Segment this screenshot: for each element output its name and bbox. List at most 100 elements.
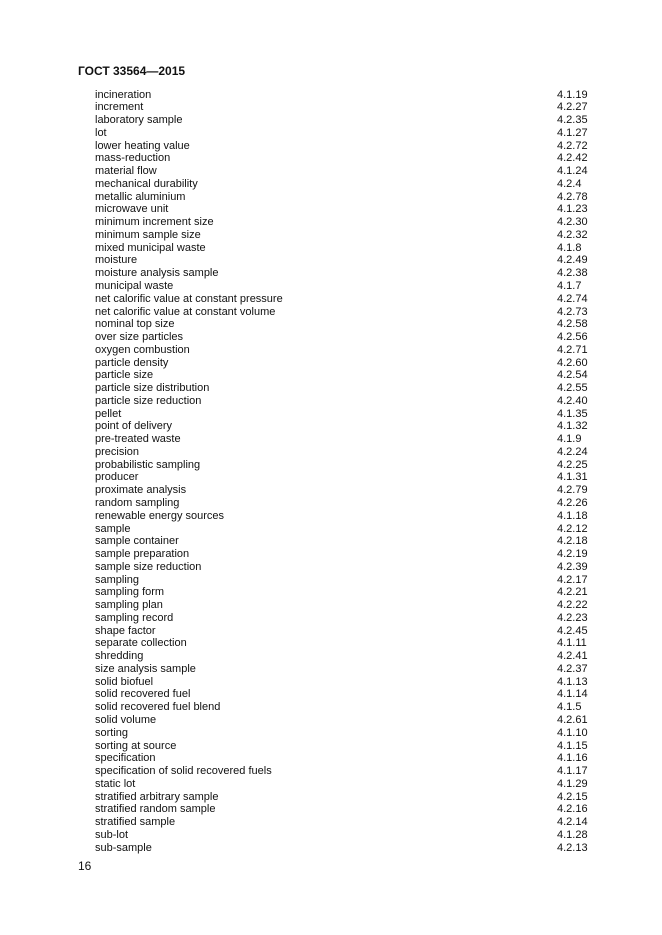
entry-reference: 4.2.73 [557, 305, 588, 318]
entry-reference: 4.2.19 [557, 548, 588, 561]
entry-term: pellet [95, 407, 122, 420]
index-entry: municipal waste 4.1.7 [95, 280, 615, 293]
index-entry: moisture analysis sample 4.2.38 [95, 267, 615, 280]
entry-term: moisture [95, 254, 138, 267]
entry-reference: 4.2.35 [557, 114, 588, 127]
index-entry: mechanical durability 4.2.4 [95, 178, 615, 191]
entry-reference: 4.2.39 [557, 560, 588, 573]
entry-term: moisture analysis sample [95, 267, 219, 280]
index-entry: increment 4.2.27 [95, 101, 615, 114]
entry-reference: 4.1.28 [557, 828, 588, 841]
index-entry: sorting 4.1.10 [95, 727, 615, 740]
entry-term: nominal top size [95, 318, 175, 331]
entry-reference: 4.2.32 [557, 228, 588, 241]
entry-term: particle size [95, 369, 154, 382]
entry-reference: 4.2.21 [557, 586, 588, 599]
index-entry: stratified random sample 4.2.16 [95, 803, 615, 816]
entry-term: increment [95, 101, 144, 114]
entry-reference: 4.2.38 [557, 267, 588, 280]
entry-reference: 4.1.31 [557, 471, 588, 484]
index-entry: net calorific value at constant pressure… [95, 293, 615, 306]
entry-term: minimum sample size [95, 228, 201, 241]
entry-reference: 4.2.42 [557, 152, 588, 165]
entry-reference: 4.2.26 [557, 497, 588, 509]
entry-term: particle size reduction [95, 394, 202, 407]
index-entry: sample size reduction 4.2.39 [95, 561, 615, 574]
entry-term: sampling form [95, 586, 165, 599]
entry-reference: 4.2.58 [557, 318, 588, 331]
entry-term: sample preparation [95, 548, 190, 561]
entry-term: mass-reduction [95, 152, 171, 165]
entry-term: sampling [95, 573, 140, 586]
entry-term: metallic aluminium [95, 190, 186, 203]
entry-term: incineration [95, 88, 152, 101]
entry-term: renewable energy sources [95, 509, 225, 522]
entry-reference: 4.2.17 [557, 573, 588, 586]
entry-term: stratified sample [95, 816, 176, 829]
index-entry: minimum increment size 4.2.30 [95, 216, 615, 229]
entry-reference: 4.2.4 [557, 177, 582, 190]
index-entry: point of delivery 4.1.32 [95, 420, 615, 433]
entry-term: size analysis sample [95, 662, 196, 675]
index-entry: size analysis sample 4.2.37 [95, 663, 615, 676]
entry-term: static lot [95, 777, 136, 790]
entry-reference: 4.1.5 [557, 701, 582, 714]
entry-term: material flow [95, 165, 157, 178]
entry-term: solid recovered fuel [95, 688, 191, 701]
entry-reference: 4.2.22 [557, 599, 588, 612]
entry-reference: 4.2.15 [557, 790, 588, 803]
entry-term: solid biofuel [95, 675, 154, 688]
entry-reference: 4.2.41 [557, 650, 588, 663]
entry-reference: 4.1.19 [557, 88, 588, 101]
index-entry: sample container 4.2.18 [95, 535, 615, 548]
entry-term: sample container [95, 535, 179, 548]
entry-term: sample size reduction [95, 560, 202, 573]
index-entry: net calorific value at constant volume 4.… [95, 306, 615, 319]
document-header: ГОСТ 33564—2015 [78, 64, 186, 78]
index-entry: pre-treated waste 4.1.9 [95, 433, 615, 446]
index-entry: solid volume 4.2.61 [95, 714, 615, 727]
index-entry: particle density 4.2.60 [95, 357, 615, 370]
entry-reference: 4.1.15 [557, 739, 588, 752]
entry-term: microwave unit [95, 203, 169, 216]
index-entry: static lot 4.1.29 [95, 778, 615, 791]
index-entry: sub-sample 4.2.13 [95, 842, 615, 855]
index-entry: stratified sample 4.2.14 [95, 816, 615, 829]
entry-term: stratified random sample [95, 803, 216, 816]
entry-reference: 4.2.72 [557, 139, 588, 152]
entry-reference: 4.2.71 [557, 343, 588, 356]
index-entry: moisture 4.2.49 [95, 254, 615, 267]
entry-reference: 4.2.14 [557, 816, 588, 829]
index-entry: particle size distribution 4.2.55 [95, 382, 615, 395]
entry-term: sub-lot [95, 828, 129, 841]
entry-term: specification [95, 752, 156, 765]
entry-term: sorting at source [95, 739, 177, 752]
index-entry: metallic aluminium 4.2.78 [95, 191, 615, 204]
index-entry: mixed municipal waste 4.1.8 [95, 242, 615, 255]
entry-term: particle size distribution [95, 382, 210, 395]
index-entry: shape factor 4.2.45 [95, 625, 615, 638]
entry-term: producer [95, 471, 139, 484]
entry-reference: 4.2.30 [557, 216, 588, 229]
index-entry: sample 4.2.12 [95, 523, 615, 536]
entry-term: particle density [95, 356, 169, 369]
entry-reference: 4.2.37 [557, 662, 588, 675]
entry-reference: 4.2.16 [557, 803, 588, 816]
entry-term: random sampling [95, 497, 180, 509]
entry-reference: 4.2.40 [557, 394, 588, 407]
entry-reference: 4.1.23 [557, 203, 588, 216]
entry-reference: 4.2.45 [557, 624, 588, 637]
index-entry: pellet 4.1.35 [95, 408, 615, 421]
entry-term: stratified arbitrary sample [95, 790, 219, 803]
entry-term: oxygen combustion [95, 343, 190, 356]
entry-reference: 4.2.49 [557, 254, 588, 267]
entry-reference: 4.2.61 [557, 714, 588, 727]
entry-reference: 4.1.18 [557, 509, 588, 522]
index-entry: lot 4.1.27 [95, 127, 615, 140]
index-entry: particle size reduction 4.2.40 [95, 395, 615, 408]
index-entry: lower heating value 4.2.72 [95, 140, 615, 153]
index-entry: minimum sample size 4.2.32 [95, 229, 615, 242]
entry-reference: 4.2.74 [557, 292, 588, 305]
index-entry: sampling plan 4.2.22 [95, 599, 615, 612]
index-entry: material flow 4.1.24 [95, 165, 615, 178]
